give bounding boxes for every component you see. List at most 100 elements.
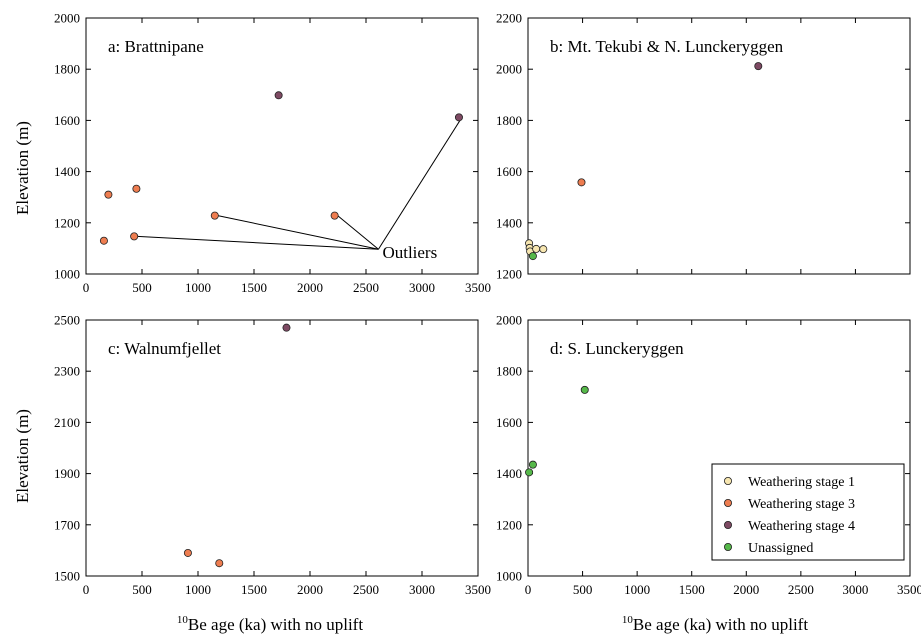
x-tick-label: 1500 xyxy=(241,582,267,597)
data-point xyxy=(274,91,283,100)
panel-a: 0 500 1000 1500 2000 2500 3000 3500 1000 1200 1400… xyxy=(54,11,491,296)
y-tick-label: 1000 xyxy=(496,569,522,584)
panel-c-title: c: Walnumfjellet xyxy=(108,339,221,358)
y-tick-label: 1800 xyxy=(496,113,522,128)
data-point xyxy=(282,323,291,332)
x-tick-label: 1000 xyxy=(185,280,211,295)
x-tick-label: 1000 xyxy=(624,582,650,597)
y-tick-label: 2100 xyxy=(54,415,80,430)
x-tick-label: 2500 xyxy=(353,280,379,295)
x-tick-label: 3000 xyxy=(842,582,868,597)
legend-box xyxy=(711,463,905,561)
data-point xyxy=(528,252,537,261)
y-tick-label: 1700 xyxy=(54,517,80,532)
y-tick-label: 1400 xyxy=(496,215,522,230)
x-tick-label: 3500 xyxy=(465,582,491,597)
y-tick-label: 2200 xyxy=(496,11,522,26)
y-tick-label: 2000 xyxy=(496,62,522,77)
data-point xyxy=(183,548,192,557)
panel-c: 0 500 1000 1500 2000 2500 3000 3500 1500 1700 1900… xyxy=(54,313,491,598)
y-tick-label: 1400 xyxy=(496,466,522,481)
y-tick-label: 1400 xyxy=(54,164,80,179)
x-tick-label: 500 xyxy=(132,280,152,295)
y-tick-label: 1500 xyxy=(54,569,80,584)
annotation-leader-line xyxy=(378,117,463,250)
x-tick-label: 3500 xyxy=(465,280,491,295)
y-tick-label: 1000 xyxy=(54,267,80,282)
legend-marker-stage4 xyxy=(724,521,733,530)
x-axis-label-right-sup: 10 xyxy=(622,614,634,626)
legend-label-unassigned: Unassigned xyxy=(748,541,813,556)
panel-a-title: a: Brattnipane xyxy=(108,37,204,56)
panel-b-title: b: Mt. Tekubi & N. Lunckeryggen xyxy=(550,37,784,56)
x-tick-label: 500 xyxy=(132,582,152,597)
legend: Weathering stage 1 Weathering stage 3 We… xyxy=(711,463,905,561)
x-tick-label: 0 xyxy=(83,582,90,597)
y-tick-label: 1600 xyxy=(54,113,80,128)
x-tick-label: 2500 xyxy=(353,582,379,597)
data-point xyxy=(330,211,339,220)
x-tick-label: 3000 xyxy=(409,582,435,597)
x-axis-label-left: 10Be age (ka) with no uplift xyxy=(177,614,363,634)
data-point xyxy=(130,232,139,241)
x-tick-label: 2000 xyxy=(733,582,759,597)
y-tick-label: 2300 xyxy=(54,364,80,379)
y-tick-label: 2000 xyxy=(496,313,522,328)
x-tick-label: 2000 xyxy=(297,582,323,597)
data-point xyxy=(754,62,763,71)
data-point xyxy=(577,178,586,187)
y-tick-label: 1600 xyxy=(496,164,522,179)
x-tick-label: 3000 xyxy=(409,280,435,295)
x-tick-label: 1500 xyxy=(241,280,267,295)
annotation-leader-line xyxy=(137,235,379,250)
data-point xyxy=(104,190,113,199)
y-tick-label: 1800 xyxy=(54,62,80,77)
panel-b: 1200 1400 1600 1800 2000 2200 b: Mt. Tekubi & … xyxy=(496,11,911,282)
x-axis-label-right-rest: Be age (ka) with no uplift xyxy=(633,615,808,634)
panel-c-frame xyxy=(85,319,479,577)
legend-label-stage4: Weathering stage 4 xyxy=(748,519,855,534)
panel-a-frame xyxy=(85,17,479,275)
data-point xyxy=(532,244,541,253)
x-axis-label-left-sup: 10 xyxy=(177,614,189,626)
data-point xyxy=(215,559,224,568)
y-axis-label-top: Elevation (m) xyxy=(13,121,32,215)
legend-marker-unassigned xyxy=(724,543,733,552)
x-tick-label: 2000 xyxy=(297,280,323,295)
annotation-outliers: Outliers xyxy=(382,243,437,262)
x-tick-label: 500 xyxy=(573,582,593,597)
data-point xyxy=(132,184,141,193)
panel-d-title: d: S. Lunckeryggen xyxy=(550,339,684,358)
x-tick-label: 1500 xyxy=(679,582,705,597)
data-point xyxy=(454,113,463,122)
legend-marker-stage3 xyxy=(724,498,733,507)
y-tick-label: 1200 xyxy=(496,517,522,532)
y-tick-label: 2500 xyxy=(54,313,80,328)
y-tick-label: 1800 xyxy=(496,364,522,379)
panel-d-frame xyxy=(527,319,911,577)
y-tick-label: 1900 xyxy=(54,466,80,481)
legend-label-stage3: Weathering stage 3 xyxy=(748,497,855,512)
annotation-leader-line xyxy=(337,215,379,250)
legend-label-stage1: Weathering stage 1 xyxy=(748,475,855,490)
panels: 0 500 1000 1500 2000 2500 3000 3500 1000 1200 1400… xyxy=(54,11,921,598)
data-point xyxy=(580,385,589,394)
data-point xyxy=(210,211,219,220)
data-point xyxy=(525,468,534,477)
y-tick-label: 1600 xyxy=(496,415,522,430)
x-tick-label: 0 xyxy=(83,280,90,295)
x-tick-label: 0 xyxy=(525,582,532,597)
data-point xyxy=(528,460,537,469)
data-point xyxy=(99,236,108,245)
x-tick-label: 3500 xyxy=(897,582,921,597)
annotation-leader-line xyxy=(217,215,379,250)
x-tick-label: 1000 xyxy=(185,582,211,597)
y-tick-label: 2000 xyxy=(54,11,80,26)
y-tick-label: 1200 xyxy=(496,267,522,282)
panel-d: 0 500 1000 1500 2000 2500 3000 3500 1000 1200 1400… xyxy=(496,313,921,598)
x-tick-label: 2500 xyxy=(788,582,814,597)
legend-marker-stage1 xyxy=(724,476,733,485)
x-axis-label-right: 10Be age (ka) with no uplift xyxy=(622,614,808,634)
y-axis-label-bottom: Elevation (m) xyxy=(13,409,32,503)
